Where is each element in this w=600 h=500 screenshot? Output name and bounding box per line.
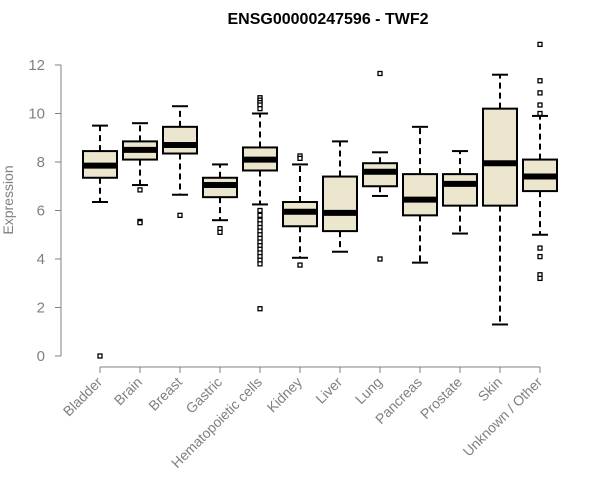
x-tick-label: Skin	[475, 374, 506, 405]
y-tick-label: 12	[28, 57, 45, 74]
box-breast	[162, 105, 198, 219]
outlier-point	[217, 229, 223, 235]
outlier-point	[177, 212, 183, 219]
outlier-point	[377, 70, 383, 77]
outlier-point	[537, 41, 543, 48]
outlier-point	[97, 353, 103, 359]
box-liver	[322, 140, 358, 253]
box-gastric	[202, 163, 238, 235]
y-axis-label: Expression	[0, 165, 16, 234]
outlier-point	[537, 275, 543, 282]
outlier-point	[257, 106, 263, 112]
outlier-point	[137, 187, 143, 193]
iqr-box	[442, 173, 478, 207]
outlier-point	[537, 102, 543, 108]
box-unknown-other	[522, 41, 558, 282]
box-lung	[362, 70, 398, 262]
iqr-box	[402, 173, 438, 217]
chart-title: ENSG00000247596 - TWF2	[228, 11, 429, 28]
outlier-point	[257, 207, 263, 214]
box-plots	[82, 41, 558, 359]
iqr-box	[162, 125, 198, 155]
outlier-point	[137, 219, 143, 226]
x-tick-label: Brain	[111, 374, 145, 408]
outlier-point	[537, 245, 543, 251]
y-tick-label: 0	[37, 348, 45, 365]
outlier-point	[377, 256, 383, 262]
y-tick-label: 6	[37, 203, 45, 220]
box-hematopoietic-cells	[242, 95, 278, 312]
box-skin	[482, 73, 518, 326]
outlier-point	[297, 155, 303, 162]
outlier-point	[257, 261, 263, 267]
outlier-point	[257, 306, 263, 312]
box-prostate	[442, 150, 478, 235]
box-kidney	[282, 153, 318, 268]
outlier-point	[537, 78, 543, 84]
outlier-point	[297, 262, 303, 268]
box-bladder	[82, 124, 118, 359]
x-tick-label: Bladder	[60, 374, 106, 420]
y-axis: 0 2 4 6 8 10 12	[28, 57, 62, 365]
x-tick-label: Kidney	[264, 374, 306, 416]
x-tick-label: Prostate	[417, 374, 465, 422]
y-tick-label: 10	[28, 106, 45, 123]
iqr-box	[362, 162, 398, 188]
outlier-point	[537, 253, 543, 260]
outlier-point	[537, 90, 543, 96]
y-tick-label: 4	[37, 251, 45, 268]
y-tick-label: 8	[37, 154, 45, 171]
box-brain	[122, 122, 158, 226]
x-tick-label: Breast	[145, 374, 185, 414]
iqr-box	[482, 107, 518, 207]
outlier-point	[257, 212, 263, 219]
y-tick-label: 2	[37, 300, 45, 317]
x-tick-label: Lung	[352, 374, 385, 407]
outlier-point	[537, 110, 543, 117]
box-pancreas	[402, 125, 438, 264]
x-tick-label: Liver	[312, 374, 345, 407]
iqr-box	[322, 175, 358, 233]
